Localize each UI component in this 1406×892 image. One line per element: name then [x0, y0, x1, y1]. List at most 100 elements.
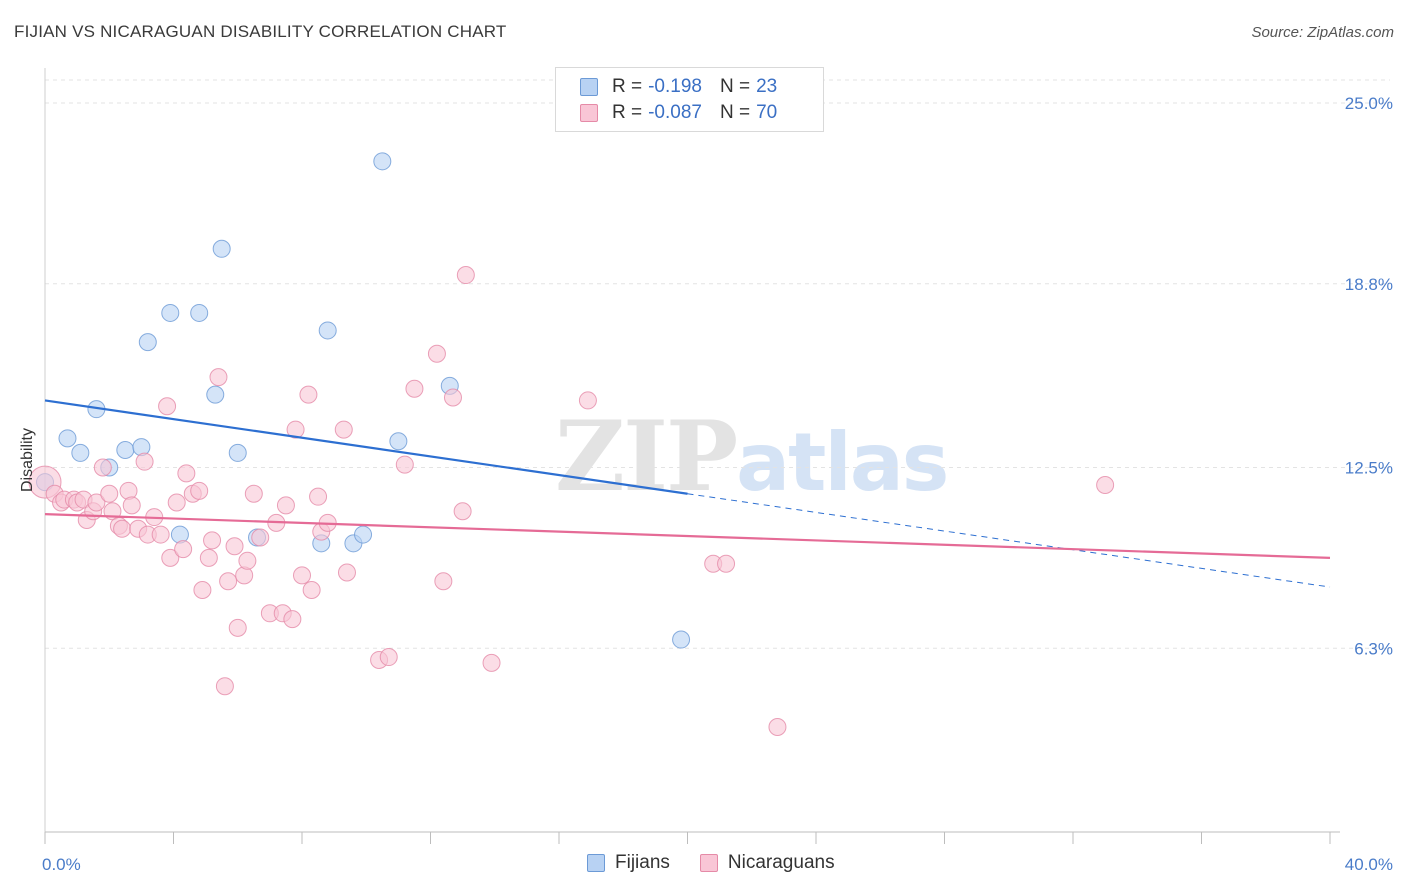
legend-item-fijians[interactable]: Fijians [587, 852, 670, 874]
nicaraguan-point [395, 455, 414, 474]
n-value: 70 [756, 102, 778, 123]
nicaraguan-point [337, 563, 356, 582]
fijian-point [190, 303, 209, 322]
nicaraguan-point [215, 677, 234, 696]
nicaraguan-point [199, 548, 218, 567]
nicaraguan-point [119, 481, 138, 500]
nicaraguans-legend-swatch [699, 854, 718, 872]
source-label: Source: ZipAtlas.com [1251, 24, 1394, 41]
nicaraguan-point [578, 391, 597, 410]
fijian-point [116, 441, 135, 459]
nicaraguan-point [443, 388, 462, 407]
legend-label-nicaraguans: Nicaraguans [727, 852, 835, 873]
fijian-point [161, 303, 180, 322]
nicaraguan-point [276, 496, 295, 515]
nicaraguan-point [309, 487, 328, 506]
nicaraguan-point [379, 648, 398, 667]
fijian-point [138, 333, 157, 352]
watermark-atlas: atlas [736, 416, 949, 509]
nicaraguan-point [286, 420, 305, 439]
fijian-point [228, 443, 247, 462]
watermark: ZIPatlas [555, 400, 949, 513]
nicaraguan-point [456, 266, 475, 285]
n-value: 23 [756, 76, 778, 97]
nicaraguan-point [167, 493, 186, 512]
nicaraguan-point [203, 531, 222, 550]
n-label: N = [719, 102, 751, 123]
nicaraguan-point [717, 554, 736, 573]
legend-label-fijians: Fijians [615, 852, 670, 873]
stats-legend: R = -0.198 N = 23 R = -0.087 N = 70 [555, 67, 824, 132]
nicaraguan-point [405, 379, 424, 398]
r-label: R = [612, 76, 643, 97]
nicaraguan-point [228, 618, 247, 637]
nicaraguan-point [209, 368, 228, 387]
fijian-point [373, 152, 392, 171]
r-value: -0.087 [648, 102, 702, 123]
fijian-point [354, 525, 373, 544]
nicaraguan-point [87, 493, 106, 512]
x-tick-label: 0.0% [42, 855, 81, 874]
nicaraguan-point [219, 572, 238, 591]
nicaraguan-point [482, 653, 501, 672]
nicaraguans-trend-line [44, 513, 1331, 559]
nicaraguan-point [434, 572, 453, 591]
nicaraguan-point [113, 519, 132, 538]
r-value: -0.198 [648, 76, 702, 97]
fijian-point [212, 239, 231, 258]
nicaraguan-point [177, 464, 196, 483]
nicaraguan-point [1096, 475, 1115, 494]
chart-title: FIJIAN VS NICARAGUAN DISABILITY CORRELAT… [14, 22, 507, 41]
watermark-zip: ZIP [555, 400, 738, 513]
nicaraguan-point [190, 481, 209, 500]
nicaraguan-point [122, 496, 141, 515]
y-tick-label: 12.5% [1345, 458, 1393, 477]
nicaraguan-point [299, 385, 318, 404]
trend-layer [44, 399, 1331, 588]
nicaraguan-point [453, 502, 472, 521]
nicaraguan-point [251, 528, 270, 547]
fijian-point [389, 432, 408, 451]
fijian-point [318, 321, 337, 340]
nicaraguan-point [161, 548, 180, 567]
y-axis-title: Disability [19, 427, 36, 493]
nicaraguan-point [302, 580, 321, 599]
x-tick-label: 40.0% [1345, 855, 1393, 874]
nicaraguan-point [151, 525, 170, 544]
fijians-trend-line [44, 399, 688, 495]
fijian-point [206, 385, 225, 404]
nicaraguan-point [427, 344, 446, 363]
nicaraguans-swatch [580, 104, 598, 122]
nicaraguan-point [174, 540, 193, 559]
legend-item-nicaraguans[interactable]: Nicaraguans [699, 852, 835, 874]
fijian-point [71, 443, 90, 462]
nicaraguan-point [293, 566, 311, 585]
y-tick-label: 6.3% [1354, 639, 1393, 658]
nicaraguan-point [93, 458, 112, 477]
nicaraguan-point [244, 484, 263, 503]
nicaraguan-point [238, 551, 257, 570]
y-tick-label: 25.0% [1345, 94, 1393, 113]
nicaraguan-point [283, 610, 302, 629]
nicaraguan-point [235, 566, 254, 585]
y-tick-label: 18.8% [1345, 275, 1393, 294]
nicaraguan-point [768, 718, 787, 737]
r-label: R = [612, 102, 643, 123]
fijians-trend-extension [687, 493, 1331, 588]
nicaraguan-point [135, 452, 154, 471]
n-label: N = [719, 76, 751, 97]
nicaraguan-point [225, 537, 244, 556]
nicaraguan-point [193, 580, 212, 599]
nicaraguan-point [158, 397, 177, 416]
fijian-point [170, 525, 189, 544]
nicaraguan-point [100, 484, 119, 503]
legend-row-nicaraguans: R = -0.087 N = 70 [580, 101, 777, 125]
axis-layer [44, 68, 1340, 844]
fijians-legend-swatch [587, 854, 605, 872]
fijian-point [672, 630, 691, 649]
fijians-swatch [580, 78, 598, 96]
nicaraguan-point [334, 420, 353, 439]
tick-label-layer: 6.3% 12.5% 18.8% 25.0% 0.0% 40.0% [42, 94, 1393, 874]
series-legend: Fijians Nicaraguans [587, 852, 865, 874]
